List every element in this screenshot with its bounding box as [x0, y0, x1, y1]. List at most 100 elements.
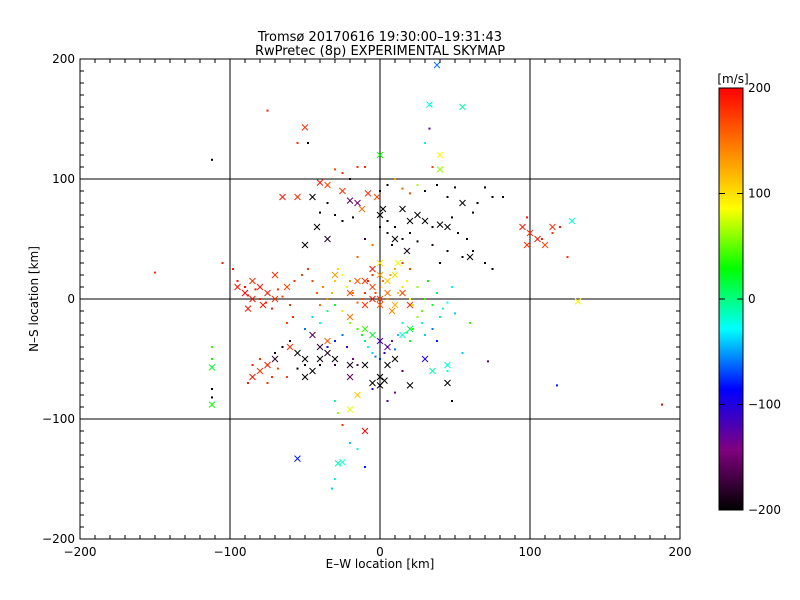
data-point-dot: [421, 310, 423, 312]
data-point-dot: [337, 412, 339, 414]
data-point-cross: [436, 221, 444, 228]
data-point-dot: [334, 364, 336, 366]
data-point-dot: [349, 442, 351, 444]
data-point-dot: [307, 268, 309, 270]
data-point-cross: [301, 124, 309, 131]
data-point-dot: [346, 346, 348, 348]
data-point-dot: [232, 268, 234, 270]
data-point-cross: [406, 382, 414, 389]
data-point-dot: [424, 142, 426, 144]
data-point-dot: [326, 202, 329, 204]
data-point-cross: [364, 190, 372, 197]
data-point-dot: [427, 280, 429, 282]
data-point-cross: [271, 295, 279, 303]
data-point-cross: [406, 301, 414, 309]
x-axis-label: E–W location [km]: [326, 557, 435, 571]
data-point-dot: [364, 292, 366, 294]
data-point-dot: [397, 334, 399, 336]
data-point-dot: [334, 400, 336, 402]
data-point-dot: [281, 346, 284, 348]
data-point-dot: [439, 262, 441, 264]
data-point-dot: [292, 316, 294, 318]
data-point-dot: [559, 226, 561, 228]
data-point-cross: [294, 455, 301, 462]
data-point-cross: [361, 301, 369, 309]
data-point-dot: [319, 304, 321, 306]
data-point-dot: [316, 292, 318, 294]
y-tick-label: 200: [52, 52, 75, 66]
data-point-cross: [271, 271, 279, 279]
data-point-dot: [326, 298, 329, 300]
data-point-dot: [334, 478, 336, 480]
data-point-cross: [541, 241, 549, 249]
data-point-dot: [431, 304, 434, 306]
data-point-dot: [466, 238, 468, 240]
data-point-cross: [436, 151, 444, 159]
data-point-cross: [379, 205, 387, 213]
data-point-cross: [399, 205, 406, 213]
data-point-dot: [265, 301, 267, 304]
data-point-dot: [349, 280, 351, 282]
data-point-cross: [324, 235, 331, 243]
data-point-dot: [271, 307, 273, 310]
data-point-dot: [409, 268, 411, 270]
data-point-dot: [259, 298, 261, 300]
data-point-dot: [436, 184, 438, 186]
data-point-cross: [309, 193, 316, 201]
data-point-cross: [361, 427, 369, 435]
data-point-dot: [401, 262, 404, 264]
data-point-dot: [364, 466, 366, 468]
y-tick-label: 100: [52, 172, 75, 186]
data-point-cross: [376, 301, 384, 309]
data-point-cross: [421, 217, 429, 225]
data-point-dot: [361, 298, 363, 300]
data-point-dot: [397, 292, 399, 294]
data-point-dot: [326, 310, 329, 312]
data-point-dot: [379, 358, 381, 360]
data-point-cross: [316, 343, 324, 351]
data-point-dot: [394, 268, 396, 270]
data-point-cross: [324, 349, 331, 357]
data-point-dot: [451, 286, 453, 288]
data-point-dot: [277, 367, 279, 370]
data-point-dot: [371, 274, 374, 276]
data-point-dot: [472, 211, 474, 214]
data-point-cross: [381, 377, 388, 384]
data-point-dot: [334, 168, 336, 171]
data-point-cross: [294, 349, 301, 357]
data-point-dot: [247, 294, 249, 297]
data-point-dot: [211, 396, 213, 399]
x-tick-label: 0: [376, 545, 384, 559]
data-point-dot: [431, 166, 434, 168]
data-point-dot: [424, 334, 426, 336]
data-point-dot: [341, 172, 344, 174]
data-point-cross: [346, 197, 354, 204]
axis-tick-labels: −200 −100 0 100 200 −200 −100 0 100 200: [42, 52, 691, 559]
data-point-dot: [371, 352, 374, 354]
x-tick-label: 100: [519, 545, 542, 559]
data-point-dot: [331, 292, 333, 294]
data-point-dot: [469, 322, 471, 324]
data-point-dot: [436, 340, 438, 342]
data-point-dot: [311, 280, 314, 282]
data-point-dot: [442, 307, 444, 310]
data-point-dot: [428, 127, 431, 130]
data-point-dot: [421, 322, 423, 324]
data-point-cross: [256, 283, 264, 291]
data-point-cross: [244, 305, 252, 312]
data-point-cross: [369, 283, 376, 291]
x-tick-label: −100: [214, 545, 247, 559]
data-point-dot: [154, 271, 156, 274]
data-point-dot: [341, 310, 344, 312]
data-point-cross: [568, 217, 576, 225]
data-point-cross: [373, 193, 381, 201]
data-point-cross: [376, 271, 384, 279]
data-point-cross: [361, 361, 369, 369]
data-point-cross: [309, 331, 316, 339]
data-point-dot: [352, 358, 354, 360]
data-point-cross: [534, 235, 541, 243]
data-point-cross: [459, 103, 466, 111]
data-point-cross: [301, 241, 309, 249]
data-point-cross: [369, 379, 376, 387]
data-point-dot: [356, 364, 359, 366]
